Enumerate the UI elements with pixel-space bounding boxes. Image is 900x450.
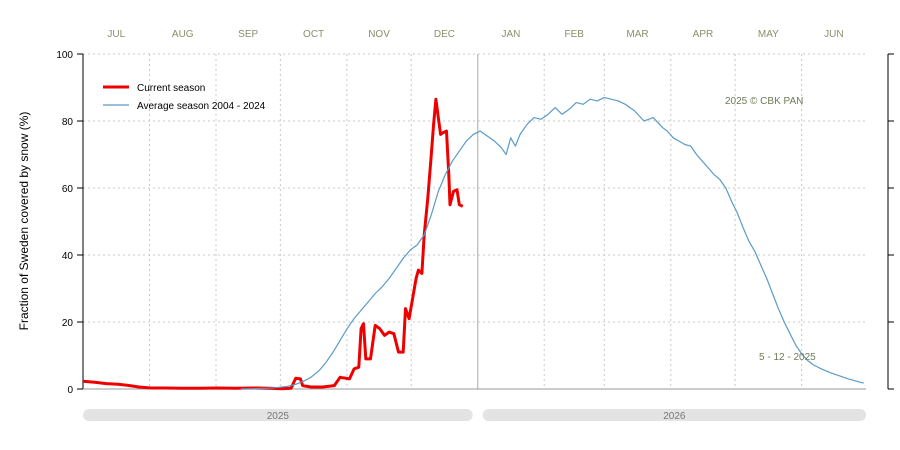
y-tick-label: 80 bbox=[62, 117, 74, 128]
month-label: SEP bbox=[238, 29, 258, 40]
legend-label-average-season: Average season 2004 - 2024 bbox=[137, 101, 266, 112]
month-label: MAY bbox=[758, 29, 779, 40]
copyright-note: 2025 © CBK PAN bbox=[725, 96, 803, 107]
y-tick-label: 40 bbox=[62, 251, 74, 262]
month-label: FEB bbox=[565, 29, 585, 40]
month-label: JAN bbox=[502, 29, 521, 40]
legend-label-current-season: Current season bbox=[137, 83, 205, 94]
year-label: 2026 bbox=[663, 411, 686, 422]
legend: Current season Average season 2004 - 202… bbox=[103, 83, 266, 112]
year-label: 2025 bbox=[267, 411, 290, 422]
year-bars: 2025 2026 bbox=[83, 409, 866, 422]
y-tick-label: 60 bbox=[62, 184, 74, 195]
series-line-current-season bbox=[82, 97, 464, 391]
month-label: OCT bbox=[303, 29, 324, 40]
series-line-average-season bbox=[240, 97, 864, 390]
month-gridlines bbox=[149, 54, 803, 389]
month-label: JUL bbox=[107, 29, 125, 40]
month-label: APR bbox=[693, 29, 714, 40]
month-label: JUN bbox=[824, 29, 843, 40]
month-labels: JUL AUG SEP OCT NOV DEC JAN FEB MAR APR MAY JUN bbox=[107, 29, 843, 40]
y-tick-label: 0 bbox=[67, 385, 73, 396]
month-label: DEC bbox=[434, 29, 455, 40]
horizontal-gridlines bbox=[83, 53, 866, 323]
y-axis-title: Fraction of Sweden covered by snow (%) bbox=[17, 112, 31, 331]
y-tick-label: 100 bbox=[56, 50, 73, 61]
month-label: AUG bbox=[172, 29, 194, 40]
y-tick-label: 20 bbox=[62, 318, 74, 329]
month-label: NOV bbox=[368, 29, 390, 40]
plot-lines bbox=[82, 97, 864, 391]
year-bar bbox=[482, 409, 866, 421]
year-bar bbox=[83, 409, 473, 421]
month-label: MAR bbox=[626, 29, 648, 40]
date-note: 5 - 12 - 2025 bbox=[759, 352, 816, 363]
